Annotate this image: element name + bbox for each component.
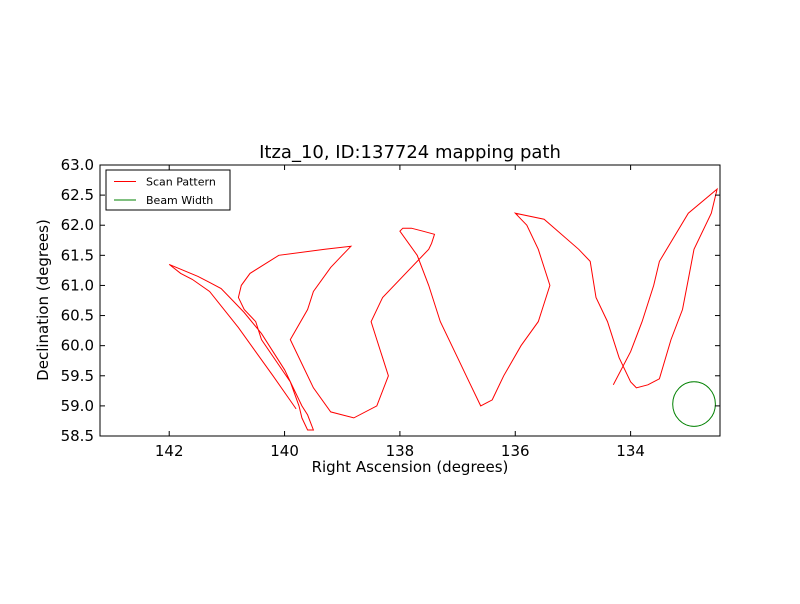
x-axis-ticks: 142 140 138 136 134 <box>155 165 645 460</box>
legend-label-beam-width: Beam Width <box>146 194 213 207</box>
y-tick-label: 62.5 <box>61 186 94 204</box>
x-tick-label: 140 <box>270 442 299 460</box>
y-tick-label: 59.5 <box>61 367 94 385</box>
y-tick-label: 58.5 <box>61 427 94 445</box>
chart-title: Itza_10, ID:137724 mapping path <box>259 142 561 163</box>
y-tick-label: 60.5 <box>61 307 94 325</box>
series-scan-pattern-line <box>168 187 718 431</box>
y-tick-label: 61.0 <box>61 276 94 294</box>
y-axis-label: Declination (degrees) <box>34 219 52 381</box>
x-tick-label: 134 <box>616 442 645 460</box>
x-tick-label: 136 <box>501 442 530 460</box>
x-tick-label: 142 <box>155 442 184 460</box>
x-tick-label: 138 <box>386 442 415 460</box>
y-axis-ticks: 58.5 59.0 59.5 60.0 60.5 61.0 61.5 62.0 62.5 63.0 <box>61 156 720 445</box>
plot-frame <box>99 164 721 437</box>
legend-label-scan-pattern: Scan Pattern <box>146 176 216 189</box>
y-tick-label: 61.5 <box>61 246 94 264</box>
y-tick-label: 63.0 <box>61 156 94 174</box>
y-tick-label: 62.0 <box>61 216 94 234</box>
plot-marks <box>168 187 718 431</box>
x-axis-label: Right Ascension (degrees) <box>312 458 509 476</box>
y-tick-label: 59.0 <box>61 397 94 415</box>
legend: Scan Pattern Beam Width <box>105 169 231 211</box>
series-beam-width-circle <box>672 381 716 427</box>
legend-box <box>105 169 231 211</box>
y-tick-label: 60.0 <box>61 337 94 355</box>
